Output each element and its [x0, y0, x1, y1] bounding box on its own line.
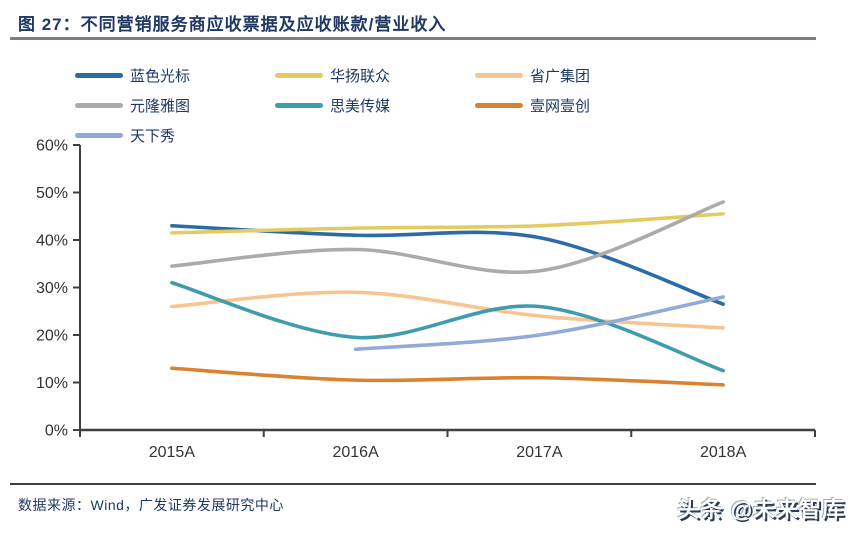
legend-item-3: 省广集团 — [475, 60, 675, 90]
legend-swatch-icon — [475, 102, 523, 108]
figure-title: 图 27：不同营销服务商应收票据及应收账款/营业收入 — [18, 15, 447, 34]
legend-swatch-icon — [475, 72, 523, 78]
x-axis-tick-label: 2017A — [516, 444, 563, 461]
watermark-text: 头条 @未来智库 — [677, 497, 845, 522]
legend-item-7: 天下秀 — [75, 120, 275, 150]
x-axis-tick-label: 2016A — [332, 444, 379, 461]
y-axis-tick-label: 10% — [36, 375, 68, 392]
legend-label: 思美传媒 — [330, 97, 391, 115]
legend-swatch-icon — [75, 132, 123, 138]
footer-divider — [10, 483, 816, 485]
series-line-7 — [353, 295, 725, 352]
legend-item-1: 蓝色光标 — [75, 60, 275, 90]
y-axis-tick-label: 60% — [36, 138, 68, 155]
legend-item-6: 壹网壹创 — [475, 90, 675, 120]
x-axis-tick-label: 2018A — [700, 444, 747, 461]
y-axis-tick-label: 40% — [36, 233, 68, 250]
legend-label: 天下秀 — [130, 127, 176, 145]
legend-label: 省广集团 — [530, 67, 591, 85]
y-axis-tick-label: 20% — [36, 328, 68, 345]
y-axis-tick-label: 30% — [36, 280, 68, 297]
data-source-text: 数据来源：Wind，广发证券发展研究中心 — [18, 497, 284, 513]
title-divider — [10, 37, 816, 40]
legend-label: 元隆雅图 — [130, 97, 191, 115]
series-line-6 — [170, 366, 725, 387]
legend-label: 华扬联众 — [330, 67, 391, 85]
y-axis-tick-label: 50% — [36, 185, 68, 202]
legend-swatch-icon — [275, 102, 323, 108]
legend-swatch-icon — [75, 72, 123, 78]
legend-label: 壹网壹创 — [530, 97, 591, 115]
legend-item-2: 华扬联众 — [275, 60, 475, 90]
legend-label: 蓝色光标 — [130, 67, 191, 85]
series-line-4 — [170, 200, 725, 275]
series-line-3 — [170, 290, 725, 330]
series-line-2 — [170, 212, 725, 235]
x-axis-tick-label: 2015A — [149, 444, 196, 461]
series-line-5 — [170, 280, 725, 373]
legend-item-5: 思美传媒 — [275, 90, 475, 120]
legend-item-4: 元隆雅图 — [75, 90, 275, 120]
y-axis-tick-label: 0% — [45, 423, 68, 440]
legend-swatch-icon — [75, 102, 123, 108]
legend-swatch-icon — [275, 72, 323, 78]
chart-legend: 蓝色光标 华扬联众 省广集团元隆雅图 思美传媒 壹网壹创天下秀 — [75, 60, 853, 150]
